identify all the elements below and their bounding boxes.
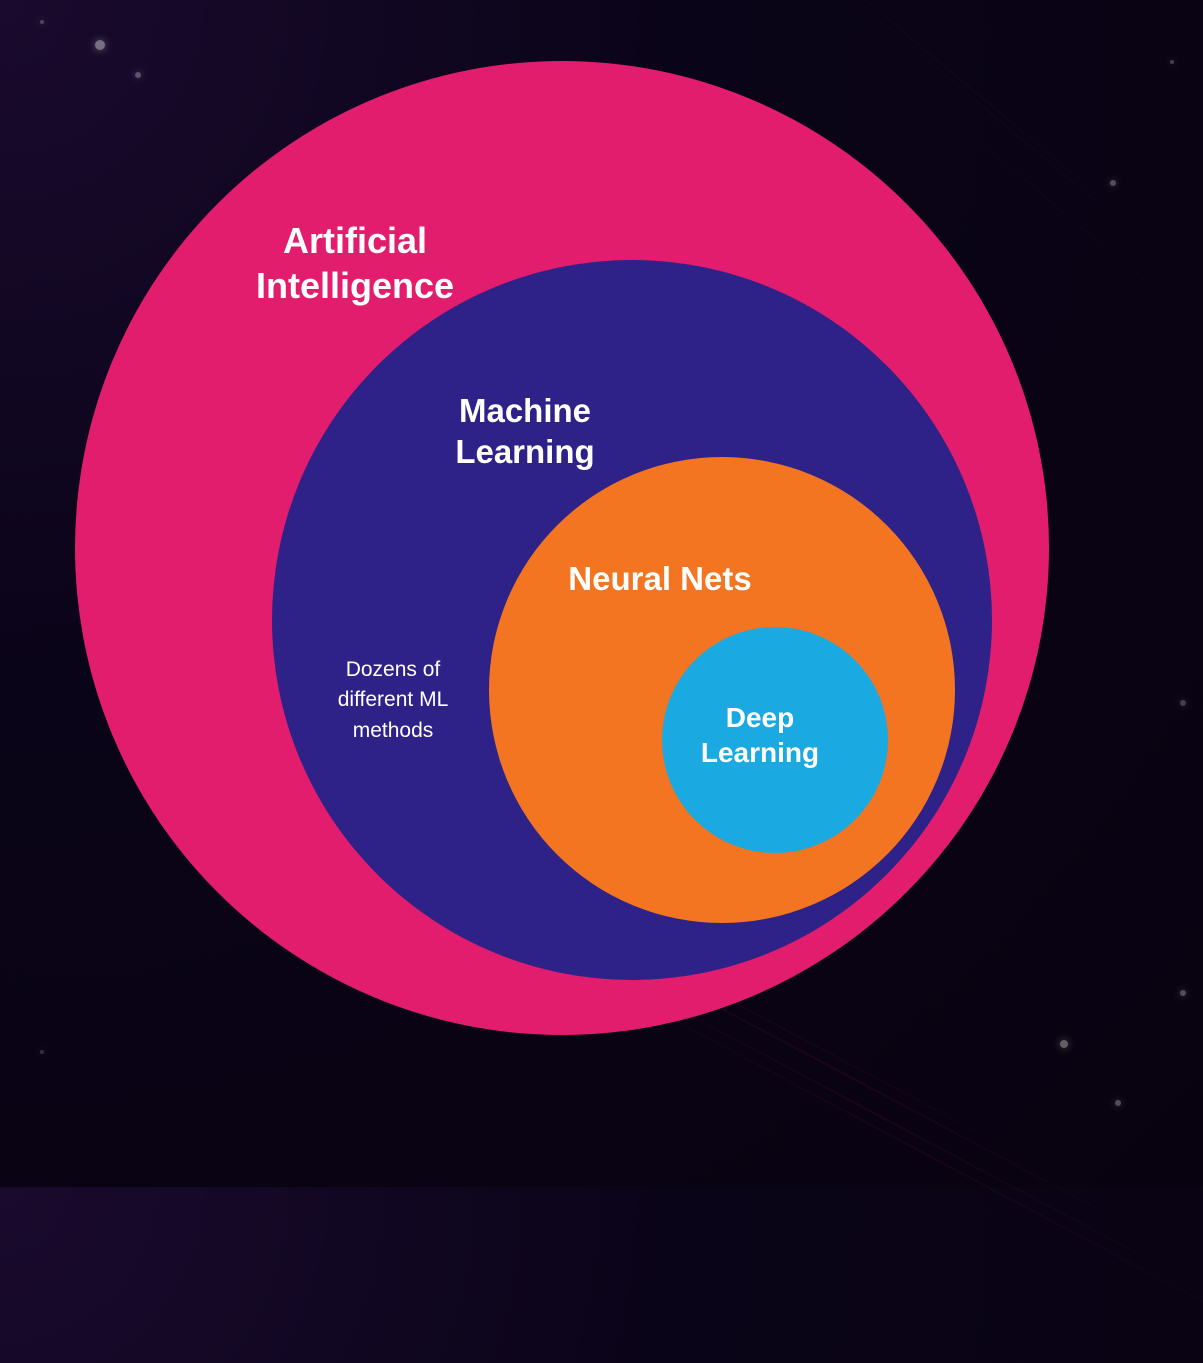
bg-dot	[40, 20, 44, 24]
bg-dot	[1110, 180, 1116, 186]
bg-dot	[1170, 60, 1174, 64]
bg-dot	[95, 40, 105, 50]
bg-dot	[1060, 1040, 1068, 1048]
label-dl: Deep Learning	[701, 700, 819, 770]
bg-dot	[1115, 1100, 1121, 1106]
label-ai: Artificial Intelligence	[256, 218, 454, 308]
bg-dot	[1180, 990, 1186, 996]
bg-dot	[40, 1050, 44, 1054]
label-nn: Neural Nets	[568, 558, 751, 599]
label-ml: Machine Learning	[455, 390, 594, 473]
annotation-ml-note: Dozens of different ML methods	[338, 655, 449, 746]
bg-dot	[135, 72, 141, 78]
bg-dot	[1180, 700, 1186, 706]
